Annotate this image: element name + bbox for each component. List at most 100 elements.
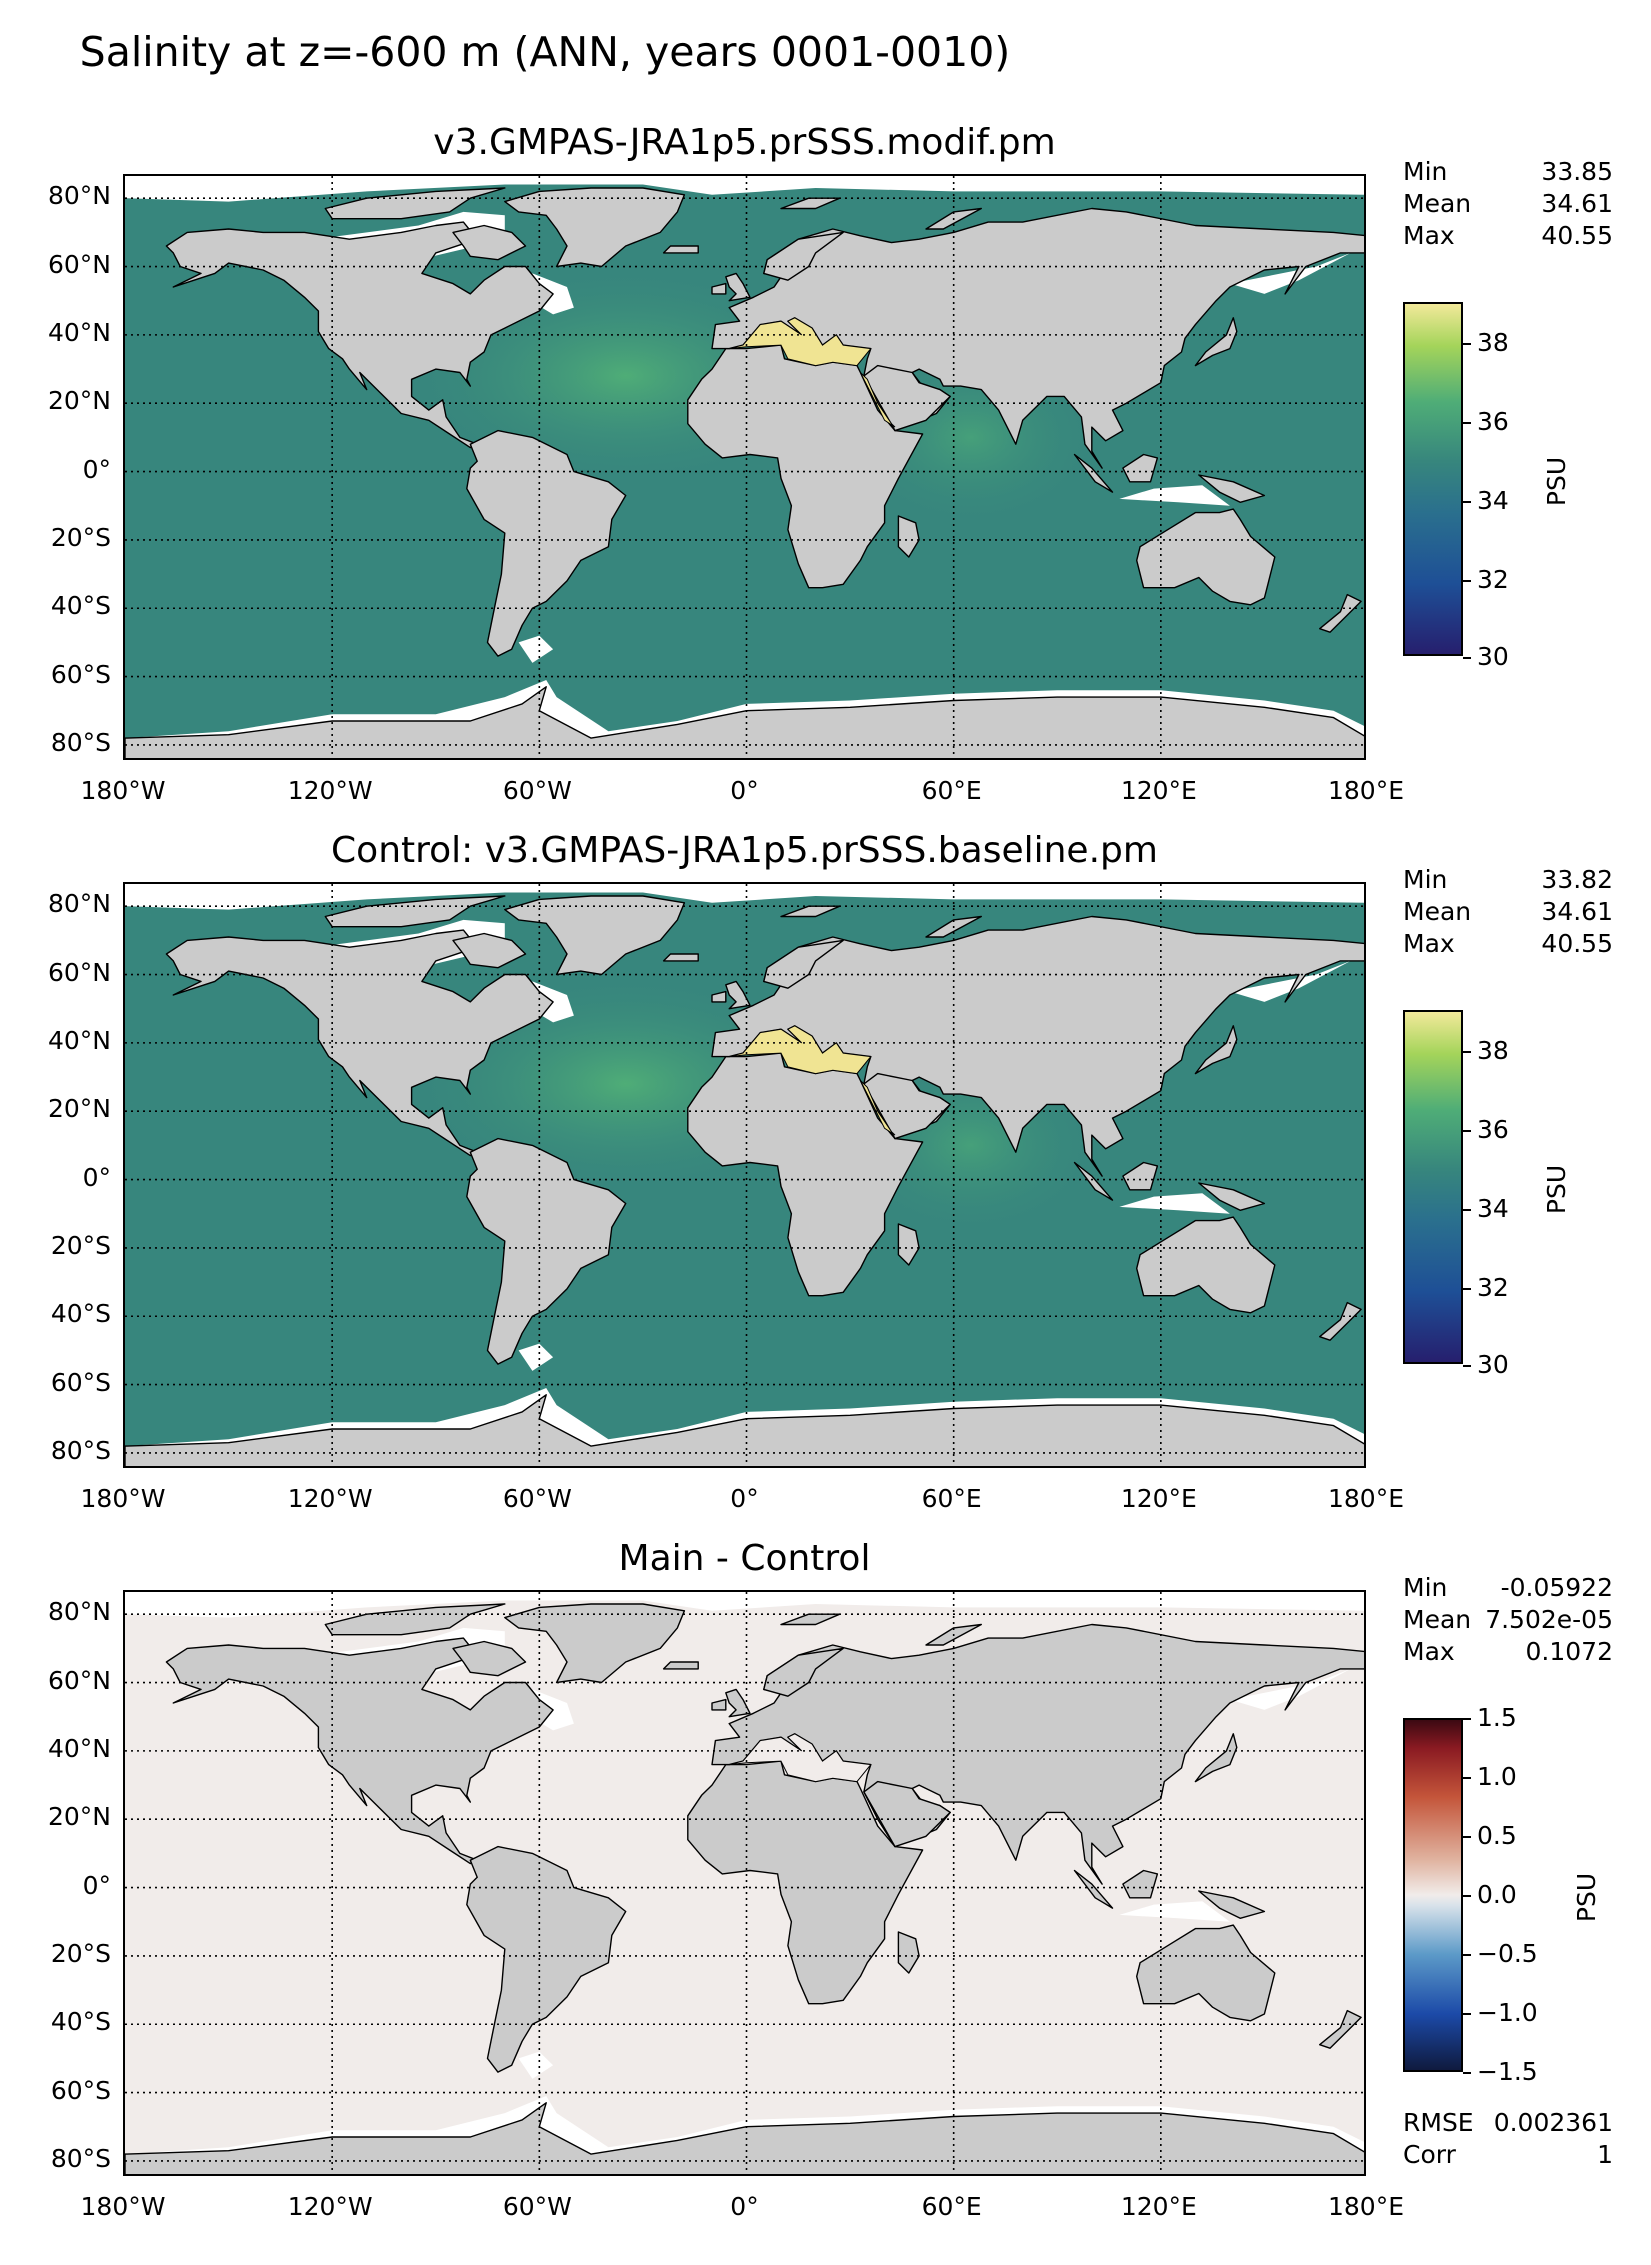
stat-label: Corr (1403, 2140, 1456, 2169)
lat-tick-label: 80°S (50, 1435, 111, 1465)
ice-region (1229, 1668, 1351, 1710)
ice-region (518, 1343, 554, 1371)
stat-label: Max (1403, 221, 1455, 250)
mediterranean (729, 317, 872, 367)
figure-title: Salinity at z=-600 m (ANN, years 0001-00… (79, 28, 1011, 76)
stat-label: RMSE (1403, 2108, 1474, 2137)
colorbar-tick: 38 (1463, 1036, 1509, 1065)
ice-region (1119, 1901, 1230, 1922)
lat-tick-label: 20°N (47, 386, 111, 416)
lat-tick-label: 20°N (47, 1094, 111, 1124)
red-sea (859, 1080, 896, 1136)
colorbar-tick: 36 (1463, 1115, 1509, 1144)
lat-tick-label: 80°N (47, 1597, 111, 1627)
stat-value: 1 (1597, 2140, 1613, 2169)
land-australia (1136, 1216, 1276, 1314)
land-baffin (452, 932, 527, 969)
lat-tick-label: 60°S (50, 2075, 111, 2105)
lon-tick-label: 180°W (80, 776, 166, 805)
land-sumatra (1073, 1161, 1114, 1201)
lon-tick-label: 180°W (80, 2192, 166, 2221)
panel-difference: Main - Control Min -0.05922 Mean 7.502e-05… (0, 1538, 1651, 2248)
lon-tick-label: 60°E (921, 776, 982, 805)
lon-tick-label: 120°W (287, 2192, 373, 2221)
land-iceland (662, 245, 699, 254)
ice-region (518, 635, 554, 663)
stat-label: Min (1403, 1573, 1448, 1602)
land-japan (1194, 1025, 1238, 1075)
colorbar (1403, 302, 1463, 656)
land-iceland (662, 953, 699, 962)
land-arctic-isl (324, 1603, 506, 1636)
lat-tick-label: 80°S (50, 727, 111, 757)
lon-tick-label: 120°E (1120, 2192, 1197, 2221)
lon-tick-label: 60°E (921, 1484, 982, 1513)
land-borneo (1122, 453, 1159, 483)
stat-value: 7.502e-05 (1485, 1605, 1613, 1634)
land-arctic-isl (324, 895, 506, 928)
land-madagascar (897, 1931, 920, 1974)
colorbar-tick: 34 (1463, 1194, 1509, 1223)
colorbar-tick: 32 (1463, 565, 1509, 594)
land-japan (1194, 1733, 1238, 1783)
lat-tick-label: 20°S (50, 522, 111, 552)
land-new-guinea (1198, 1182, 1266, 1211)
stat-label: Mean (1403, 189, 1472, 218)
land-borneo (1122, 1869, 1159, 1899)
land-south-america (466, 429, 627, 657)
lon-tick-label: 60°W (502, 2192, 572, 2221)
lat-tick-label: 60°N (47, 249, 111, 279)
lat-tick-label: 60°N (47, 1665, 111, 1695)
land-ireland (711, 282, 727, 295)
lon-tick-label: 180°W (80, 1484, 166, 1513)
lon-tick-label: 120°E (1120, 1484, 1197, 1513)
map-difference (123, 1590, 1366, 2176)
lon-tick-label: 60°W (502, 776, 572, 805)
colorbar-tick: −1.5 (1463, 2057, 1538, 2086)
stat-value: 33.82 (1541, 865, 1613, 894)
ice-region (1229, 252, 1351, 294)
map-canvas (125, 884, 1364, 1466)
mediterranean (729, 1733, 872, 1783)
lat-tick-label: 20°S (50, 1230, 111, 1260)
lat-tick-label: 80°N (47, 889, 111, 919)
land-madagascar (897, 1223, 920, 1266)
lon-tick-label: 60°E (921, 2192, 982, 2221)
stat-value: 34.61 (1541, 897, 1613, 926)
stat-value: 0.1072 (1525, 1637, 1613, 1666)
colorbar-tick: 30 (1463, 642, 1509, 671)
lat-tick-label: 20°N (47, 1802, 111, 1832)
ice-region (125, 1592, 1364, 1618)
colorbar-label: PSU (1572, 1872, 1602, 1923)
lat-tick-label: 20°S (50, 1938, 111, 1968)
colorbar-tick: 34 (1463, 486, 1509, 515)
lat-tick-label: 40°N (47, 1025, 111, 1055)
stat-value: 34.61 (1541, 189, 1613, 218)
lon-tick-label: 180°E (1327, 776, 1405, 805)
colorbar-tick: 32 (1463, 1273, 1509, 1302)
land-scandinavia-fill (763, 1647, 844, 1697)
land-iceland (662, 1661, 699, 1670)
stat-label: Mean (1403, 1605, 1472, 1634)
stats-box: Min 33.85 Mean 34.61 Max 40.55 (1403, 156, 1613, 252)
colorbar (1403, 1010, 1463, 1364)
lon-tick-label: 0° (730, 1484, 759, 1513)
land-greenland (504, 187, 686, 268)
lon-tick-label: 0° (730, 2192, 759, 2221)
colorbar-tick: 0.0 (1463, 1880, 1517, 1909)
lat-tick-label: 80°S (50, 2143, 111, 2173)
stat-value: 33.85 (1541, 157, 1613, 186)
map-main (123, 174, 1366, 760)
lat-tick-label: 40°N (47, 317, 111, 347)
colorbar-tick: 1.0 (1463, 1762, 1517, 1791)
ice-region (125, 176, 1364, 202)
ice-region (1229, 960, 1351, 1002)
land-sumatra (1073, 453, 1114, 493)
land-greenland (504, 895, 686, 976)
lat-tick-label: 60°N (47, 957, 111, 987)
land-ireland (711, 990, 727, 1003)
stat-label: Max (1403, 929, 1455, 958)
colorbar-tick: −1.0 (1463, 1998, 1538, 2027)
colorbar-label: PSU (1542, 456, 1572, 507)
land-south-america (466, 1845, 627, 2073)
